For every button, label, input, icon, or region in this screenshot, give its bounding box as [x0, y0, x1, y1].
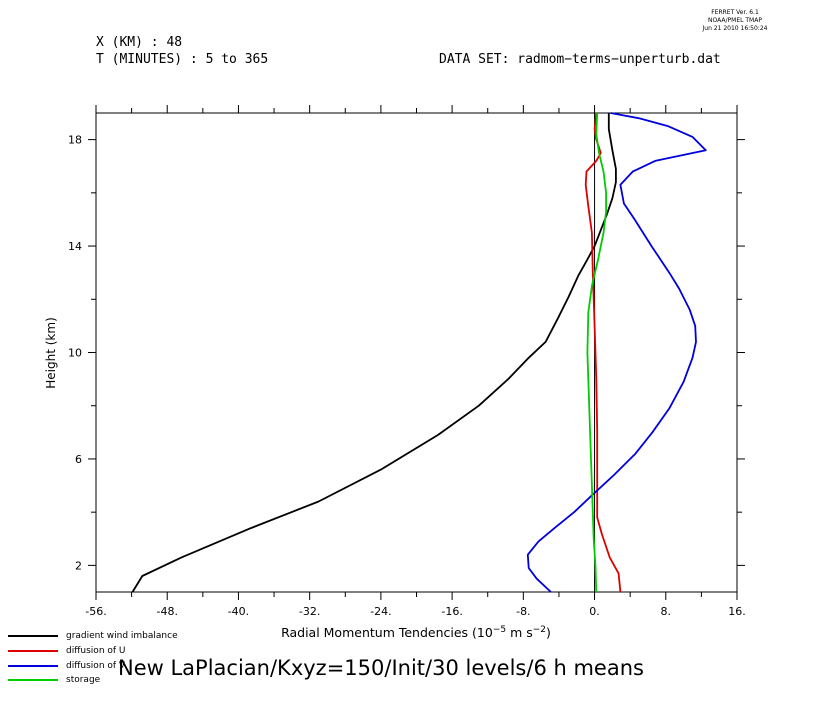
x-coordinate-label: X (KM) : 48: [96, 35, 183, 50]
y-axis-title: Height (km): [44, 317, 58, 388]
x-tick-label: -56.: [85, 605, 106, 618]
legend-swatch: [8, 679, 58, 682]
x-axis-title-end: ): [546, 625, 551, 640]
x-tick-label: -8.: [516, 605, 530, 618]
y-tick-label: 2: [75, 559, 82, 572]
y-tick-label: 14: [68, 240, 82, 253]
legend-label: gradient wind imbalance: [66, 631, 178, 642]
legend-swatch: [8, 635, 58, 638]
legend-item: diffusion of U: [8, 644, 178, 659]
x-axis-title-exp2: −2: [533, 625, 546, 635]
legend-swatch: [8, 664, 58, 667]
legend-item: diffusion of V: [8, 658, 178, 673]
series-line-diffusion-of-v: [526, 112, 707, 593]
x-tick-label: -24.: [370, 605, 391, 618]
x-tick-label: -40.: [228, 605, 249, 618]
y-axis: 2 6 10 14 18: [68, 134, 745, 572]
series-line-gradient-wind-imbalance: [131, 113, 617, 593]
time-range-label: T (MINUTES) : 5 to 365: [96, 52, 269, 67]
legend-item: gradient wind imbalance: [8, 629, 178, 644]
x-tick-label: 8.: [661, 605, 672, 618]
stamp-date: Jun 21 2010 16:50:24: [702, 25, 768, 32]
figure-title: New LaPlacian/Kxyz=150/Init/30 levels/6 …: [118, 656, 644, 680]
series-line-storage: [586, 112, 607, 593]
legend-swatch: [8, 650, 58, 653]
legend-label: diffusion of V: [66, 660, 126, 671]
stamp-version: FERRET Ver. 6.1: [711, 9, 759, 16]
y-tick-label: 6: [75, 453, 82, 466]
y-tick-label: 10: [68, 347, 82, 360]
x-tick-label: 0.: [589, 605, 600, 618]
dataset-label: DATA SET: radmom−terms−unperturb.dat: [439, 52, 721, 67]
x-tick-label: -48.: [156, 605, 177, 618]
x-axis-title: Radial Momentum Tendencies (10−5 m s−2): [281, 625, 551, 640]
series-layer: [131, 112, 707, 593]
y-tick-label: 18: [68, 134, 82, 147]
plot-frame: [95, 112, 738, 593]
stamp-org: NOAA/PMEL TMAP: [708, 17, 762, 24]
series-line-diffusion-of-u: [584, 112, 622, 593]
ferret-stamp: FERRET Ver. 6.1 NOAA/PMEL TMAP Jun 21 20…: [690, 9, 780, 33]
legend-label: storage: [66, 675, 101, 686]
x-axis-title-main: Radial Momentum Tendencies (10: [281, 625, 493, 640]
x-axis-title-exp: −5: [493, 625, 506, 635]
x-axis-title-mid: m s: [506, 625, 533, 640]
x-tick-label: -32.: [299, 605, 320, 618]
chart-legend: gradient wind imbalance diffusion of U dif…: [8, 629, 178, 688]
x-axis: -56. -48. -40. -32. -24. -16. -8. 0. 8. 16.: [85, 105, 746, 618]
x-tick-label: -16.: [441, 605, 462, 618]
x-tick-label: 16.: [728, 605, 746, 618]
legend-label: diffusion of U: [66, 646, 126, 657]
legend-item: storage: [8, 673, 178, 688]
